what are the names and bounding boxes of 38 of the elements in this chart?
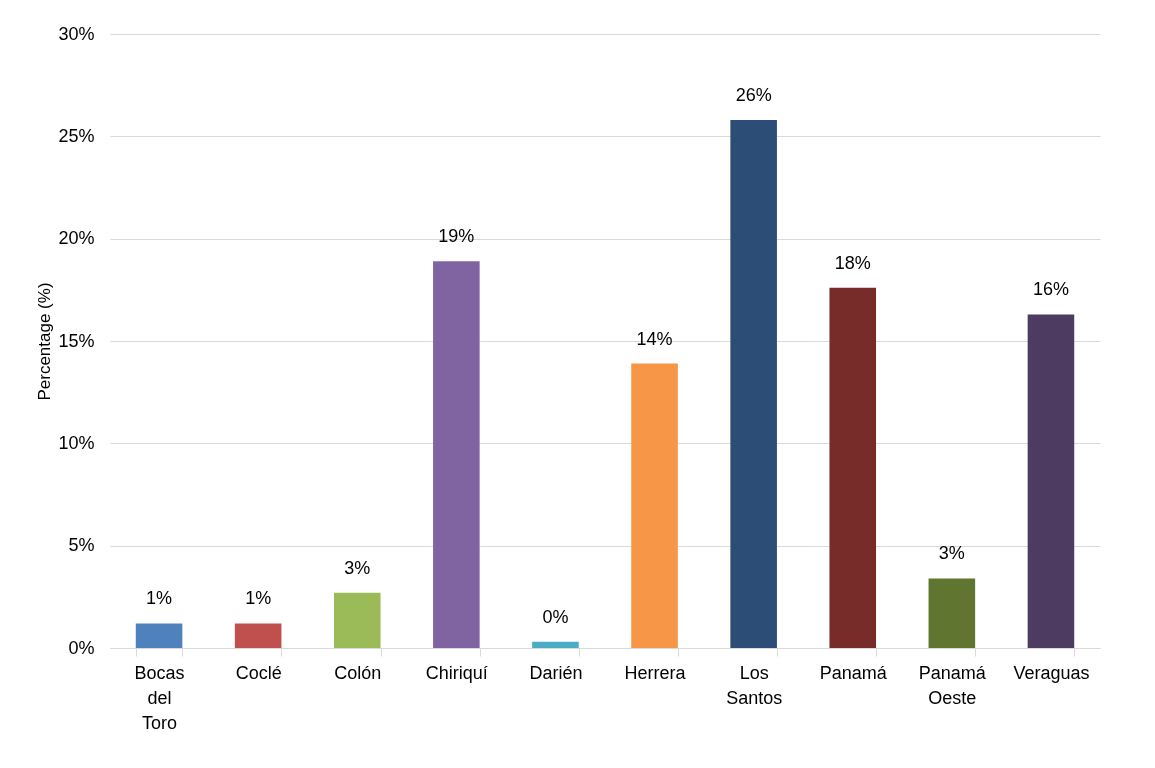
x-tick-label: Darién xyxy=(529,662,583,683)
y-tick-label: 30% xyxy=(58,23,95,44)
bar xyxy=(135,623,183,648)
data-label: 3% xyxy=(344,557,371,578)
bar xyxy=(333,592,381,648)
bar xyxy=(532,641,579,648)
bar xyxy=(829,287,877,648)
x-tick-label: Herrera xyxy=(624,662,687,683)
x-tick-label: Panamá xyxy=(819,662,888,683)
bar xyxy=(730,119,777,648)
data-label: 0% xyxy=(542,606,569,627)
y-axis-title: Percentage (%) xyxy=(35,282,55,401)
y-tick-label: 20% xyxy=(58,228,95,249)
bar xyxy=(631,363,678,648)
data-label: 3% xyxy=(938,543,965,564)
y-tick-label: 10% xyxy=(58,432,95,453)
y-tick-label: 15% xyxy=(58,330,95,351)
data-label: 1% xyxy=(245,588,272,609)
x-tick-label: Chiriquí xyxy=(425,662,488,683)
x-tick-label: Colón xyxy=(334,662,382,683)
data-label: 14% xyxy=(636,328,673,349)
x-tick-label: Veraguas xyxy=(1013,662,1090,683)
data-label: 16% xyxy=(1032,279,1069,300)
data-label: 26% xyxy=(735,84,772,105)
bar xyxy=(1027,314,1075,648)
x-tick-label: Los Santos xyxy=(726,662,783,708)
data-label: 19% xyxy=(438,226,475,247)
data-label: 18% xyxy=(834,252,871,273)
bar xyxy=(928,578,976,648)
bar xyxy=(433,261,480,648)
x-tick-label: Panamá Oeste xyxy=(918,662,987,708)
bar xyxy=(234,623,282,648)
x-tick-label: Coclé xyxy=(235,662,282,683)
y-tick-label: 5% xyxy=(68,535,95,556)
data-label: 1% xyxy=(146,588,173,609)
y-tick-label: 0% xyxy=(68,637,95,658)
x-tick-label: Bocas del Toro xyxy=(134,662,185,733)
y-tick-label: 25% xyxy=(58,125,95,146)
